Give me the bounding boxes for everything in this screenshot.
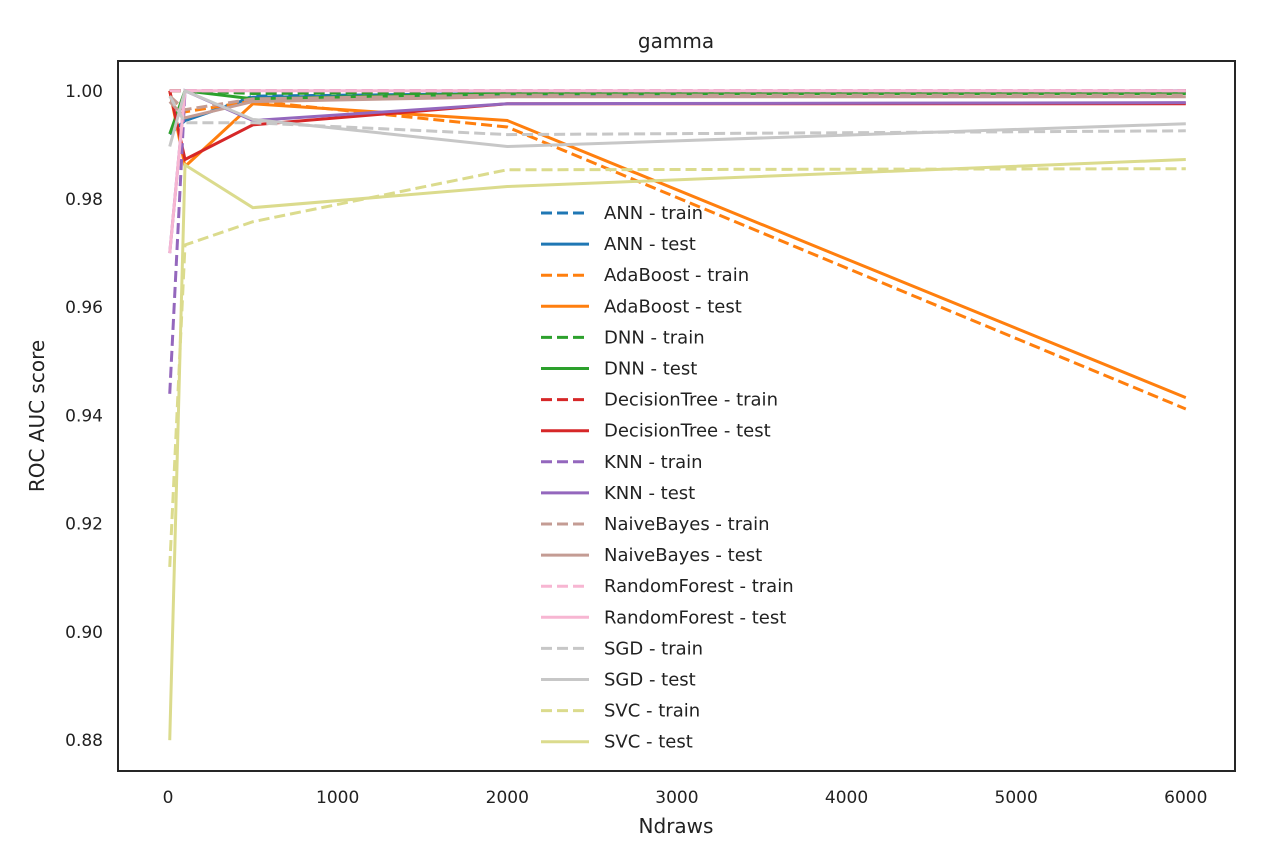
- legend-label: DecisionTree - train: [604, 390, 778, 411]
- x-tick-label: 4000: [825, 788, 868, 808]
- legend-label: SGD - train: [604, 638, 703, 659]
- legend-label: KNN - test: [604, 483, 695, 504]
- legend-label: SVC - test: [604, 732, 693, 753]
- legend-label: SVC - train: [604, 701, 700, 722]
- x-tick-label: 3000: [655, 788, 698, 808]
- y-tick-label: 1.00: [65, 82, 103, 102]
- legend-label: NaiveBayes - test: [604, 545, 762, 566]
- legend-label: AdaBoost - test: [604, 296, 742, 317]
- legend-label: NaiveBayes - train: [604, 514, 770, 535]
- chart-title: gamma: [638, 29, 714, 53]
- series-line-svc-test: [168, 157, 1186, 741]
- y-tick-label: 0.88: [65, 731, 103, 751]
- legend-label: KNN - train: [604, 452, 703, 473]
- series-line-sgd-test: [168, 88, 1186, 149]
- y-tick-label: 0.92: [65, 515, 103, 535]
- legend-label: AdaBoost - train: [604, 265, 749, 286]
- legend-label: RandomForest - test: [604, 607, 786, 628]
- y-tick-label: 0.90: [65, 623, 103, 643]
- y-tick-label: 0.96: [65, 298, 103, 318]
- legend-label: SGD - test: [604, 670, 696, 691]
- legend-label: ANN - train: [604, 203, 703, 224]
- legend-label: DecisionTree - test: [604, 421, 771, 442]
- legend-label: DNN - train: [604, 327, 705, 348]
- x-tick-label: 5000: [995, 788, 1038, 808]
- plot-frame: [117, 60, 1236, 772]
- legend-label: RandomForest - train: [604, 576, 794, 597]
- x-tick-label: 2000: [486, 788, 529, 808]
- series-line-knn-test: [168, 88, 1186, 254]
- x-tick-label: 0: [163, 788, 174, 808]
- y-axis-label: ROC AUC score: [25, 340, 49, 492]
- x-tick-label: 1000: [316, 788, 359, 808]
- legend: ANN - train ANN - test AdaBoost - train Ada…: [541, 203, 794, 753]
- series-line-naivebayes-train: [168, 93, 1186, 112]
- y-tick-label: 0.94: [65, 406, 103, 426]
- y-tick-label: 0.98: [65, 190, 103, 210]
- legend-label: DNN - test: [604, 359, 697, 380]
- series-line-randomforest-test: [168, 89, 1186, 254]
- legend-label: ANN - test: [604, 234, 696, 255]
- x-tick-label: 6000: [1164, 788, 1207, 808]
- x-axis-label: Ndraws: [639, 814, 714, 838]
